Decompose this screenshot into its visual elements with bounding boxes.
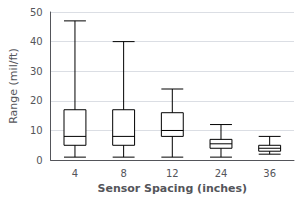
svg-text:36: 36 [263, 168, 276, 179]
svg-text:4: 4 [72, 168, 78, 179]
svg-text:8: 8 [120, 168, 126, 179]
svg-text:30: 30 [30, 66, 43, 77]
svg-text:12: 12 [166, 168, 179, 179]
svg-text:20: 20 [30, 95, 43, 106]
svg-text:24: 24 [215, 168, 228, 179]
svg-text:Range (mil/ft): Range (mil/ft) [7, 48, 20, 123]
svg-text:10: 10 [30, 125, 43, 136]
svg-text:Sensor Spacing (inches): Sensor Spacing (inches) [97, 182, 247, 195]
svg-text:50: 50 [30, 7, 43, 18]
svg-text:40: 40 [30, 36, 43, 47]
svg-text:0: 0 [36, 155, 42, 166]
